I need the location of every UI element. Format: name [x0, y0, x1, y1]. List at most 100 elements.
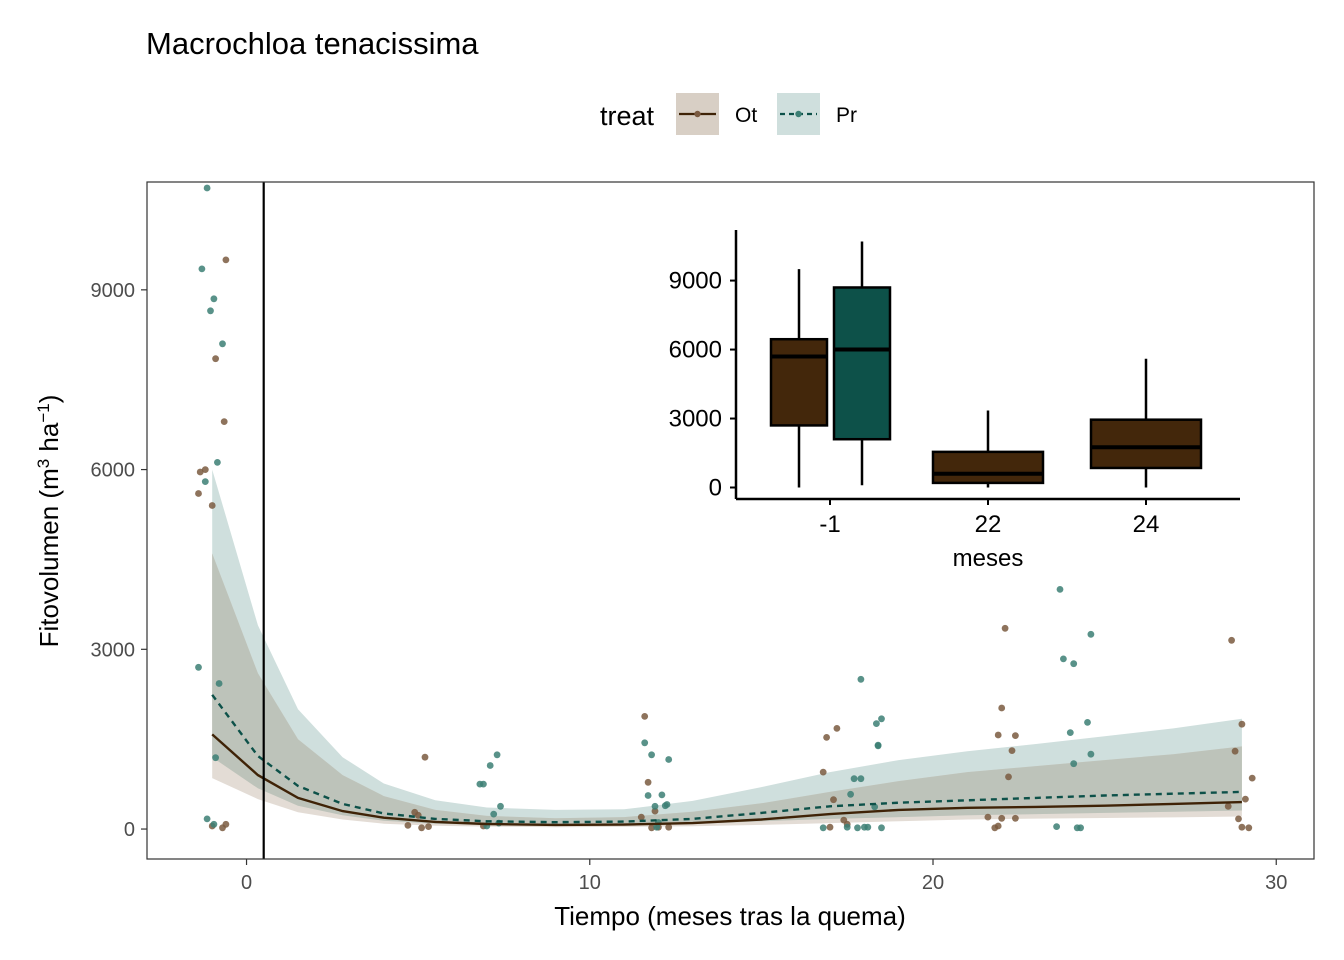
data-point-ot [421, 753, 429, 761]
data-point-ot [1248, 774, 1256, 782]
data-point-pr [1053, 823, 1060, 830]
data-points [195, 184, 1256, 832]
inset-box-body [931, 450, 1045, 485]
legend: treat Ot Pr [600, 93, 857, 135]
data-point-ot [1001, 624, 1009, 632]
inset-box--1-ot [769, 269, 829, 488]
data-point-ot [665, 823, 673, 831]
data-point-pr [1087, 630, 1095, 638]
y-axis: 0 3000 6000 9000 [91, 280, 147, 841]
data-point-ot [1235, 815, 1242, 823]
y-tick-label: 3000 [91, 639, 136, 661]
chart-title: Macrochloa tenacissima [146, 26, 479, 61]
data-point-pr [648, 751, 655, 759]
data-point-ot [1238, 720, 1246, 728]
ribbon-overlap [212, 553, 1242, 826]
data-point-ot [1238, 823, 1246, 831]
legend-title: treat [600, 101, 655, 131]
data-point-pr [850, 775, 858, 783]
main-plot: 0 10 20 30 0 3000 6000 9000 [91, 181, 1315, 894]
confidence-ribbons [212, 469, 1242, 828]
data-point-ot [830, 796, 837, 804]
data-point-pr [1070, 760, 1078, 768]
data-point-pr [651, 802, 659, 810]
inset-x-tick-label: 24 [1133, 511, 1160, 538]
data-point-ot [222, 820, 230, 828]
inset-x-axis: -1 22 24 [819, 499, 1159, 538]
data-point-pr [665, 756, 673, 763]
data-point-pr [878, 715, 885, 723]
data-point-pr [663, 801, 671, 808]
data-point-pr [873, 720, 880, 727]
y-axis-title-part-1: Fitovolumen (m [34, 468, 64, 647]
legend-key-ot [676, 93, 719, 135]
plot-panel-border [146, 181, 1315, 860]
fit-lines [211, 694, 1242, 827]
data-point-pr [857, 775, 865, 783]
legend-label-ot: Ot [735, 104, 757, 127]
data-point-ot [208, 502, 216, 509]
data-point-ot [1228, 636, 1235, 644]
data-point-ot [1008, 747, 1016, 754]
data-point-pr [490, 810, 498, 818]
y-axis-title-superscript-2: −1 [34, 403, 53, 422]
data-point-pr [195, 663, 202, 671]
data-point-pr [198, 265, 206, 273]
data-point-pr [1084, 719, 1091, 726]
data-point-pr [658, 791, 666, 799]
data-point-pr [864, 823, 872, 831]
data-point-pr [1073, 824, 1081, 832]
data-point-ot [1012, 732, 1019, 739]
data-point-pr [819, 824, 827, 832]
data-point-ot [994, 822, 1002, 830]
data-point-pr [1070, 660, 1078, 668]
data-point-ot [1012, 814, 1019, 822]
data-point-pr [843, 823, 851, 831]
inset-box--1-pr [832, 241, 892, 486]
inset-y-tick-label: 6000 [669, 337, 722, 364]
data-point-ot [641, 713, 649, 720]
data-point-pr [212, 754, 220, 762]
data-point-ot [212, 355, 220, 363]
y-tick-label: 9000 [91, 280, 136, 302]
legend-key-pr-point [795, 110, 802, 118]
data-point-ot [984, 813, 992, 821]
data-point-ot [425, 823, 432, 830]
data-point-pr [847, 790, 854, 798]
data-point-pr [857, 675, 865, 683]
data-point-pr [207, 307, 214, 315]
y-axis-title-part-2: ha [34, 422, 64, 459]
data-point-pr [1066, 729, 1074, 736]
x-tick-label: 20 [922, 872, 944, 894]
data-point-pr [1060, 655, 1067, 663]
fit-line-pr [211, 694, 1242, 824]
inset-x-tick-label: -1 [819, 511, 840, 538]
data-point-ot [418, 824, 425, 832]
data-point-ot [196, 468, 204, 476]
data-point-pr [1056, 586, 1064, 593]
fit-line-ot [211, 733, 1242, 827]
data-point-ot [819, 768, 827, 776]
inset-box-body [832, 286, 892, 441]
data-point-pr [874, 741, 882, 749]
inset-y-tick-label: 3000 [669, 406, 722, 433]
data-point-ot [222, 256, 230, 264]
data-point-ot [833, 725, 841, 732]
data-point-pr [486, 762, 494, 769]
y-axis-title: Fitovolumen (m3 ha−1) [34, 395, 64, 648]
inset-x-tick-label: 22 [975, 511, 1002, 538]
data-point-ot [220, 418, 228, 425]
data-point-ot [651, 807, 659, 815]
data-point-pr [210, 820, 218, 828]
inset-box-24 [1089, 358, 1203, 488]
data-point-pr [201, 478, 209, 485]
x-axis: 0 10 20 30 [241, 859, 1287, 894]
data-point-ot [404, 822, 412, 829]
y-tick-label: 0 [124, 819, 135, 841]
data-point-pr [219, 340, 226, 348]
data-point-pr [480, 780, 487, 788]
data-point-ot [648, 824, 655, 832]
inset-box-body [769, 337, 829, 427]
data-point-pr [497, 802, 504, 810]
data-point-pr [854, 824, 861, 832]
